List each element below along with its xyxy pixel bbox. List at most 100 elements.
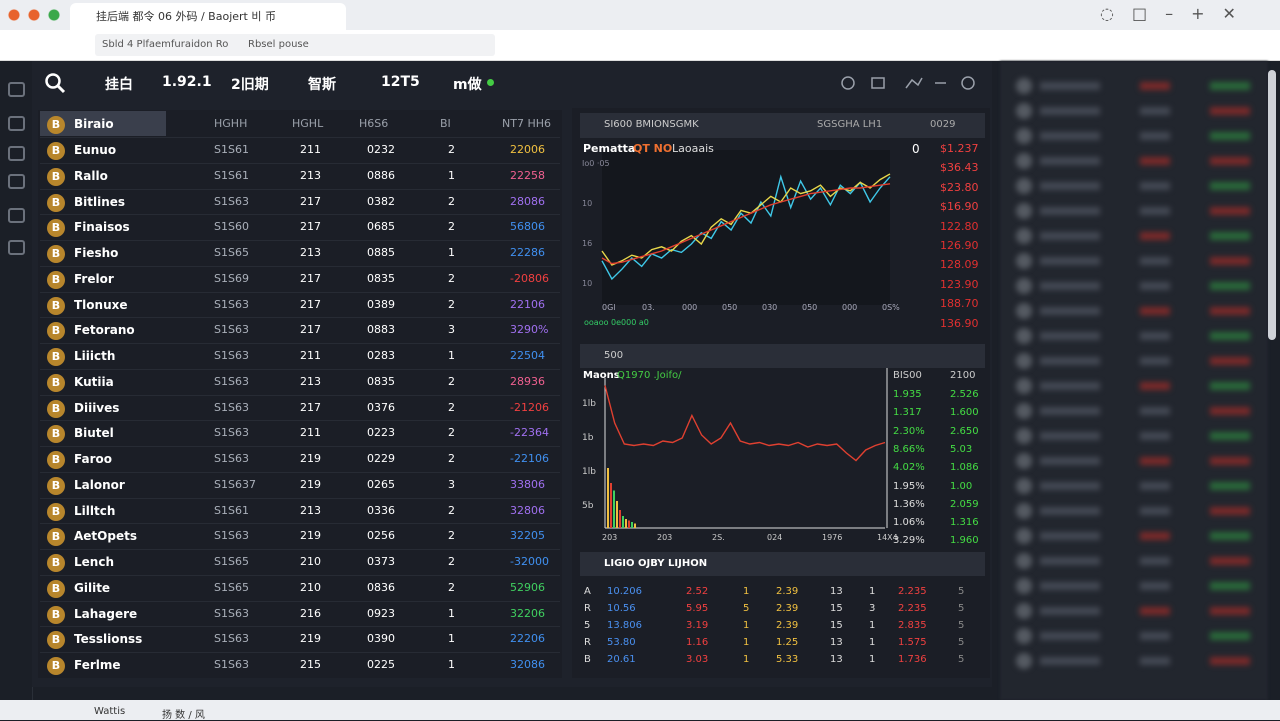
blur-change [1210, 532, 1250, 540]
price: 128.09 [940, 258, 979, 272]
cell: 0835 [367, 374, 395, 388]
coin-name[interactable]: Tlonuxe [74, 297, 128, 312]
chart1-header [580, 113, 985, 138]
coin-name[interactable]: Lalonor [74, 477, 125, 492]
toolbar-item[interactable]: 挂白 [105, 77, 133, 93]
coin-name[interactable]: Faroo [74, 452, 112, 466]
cell: -22364 [510, 426, 549, 440]
cell: 213 [300, 503, 321, 517]
coin-name[interactable]: Diiives [74, 400, 120, 415]
coin-name[interactable]: Lahagere [74, 606, 138, 621]
blur-change [1210, 157, 1250, 165]
coin-name[interactable]: Fiesho [74, 246, 119, 260]
address-field[interactable] [95, 34, 495, 56]
coin-name[interactable]: Ferlme [74, 658, 121, 672]
order-cell: 5 [958, 603, 965, 614]
blur-value [1140, 282, 1170, 290]
coin-name[interactable]: Liiicth [74, 349, 116, 363]
order-cell: 2.39 [776, 586, 799, 597]
coin-name[interactable]: Finaisos [74, 220, 130, 235]
toolbar-item[interactable]: 智斯 [308, 77, 336, 93]
order-cell: 1 [743, 654, 750, 665]
x-axis-label: 0S% [882, 303, 900, 312]
blur-text [1040, 132, 1100, 140]
order-cell: 5 [584, 620, 591, 631]
blur-text [1040, 382, 1100, 390]
coin-name[interactable]: Frelor [74, 271, 114, 286]
orders-title: LIGIO OJBY LIJHON [604, 558, 708, 569]
cell: 2 [448, 374, 455, 388]
x-axis-label: 14X4 [877, 533, 898, 542]
list-cell: 1.935 [893, 389, 922, 400]
cell: 217 [300, 271, 321, 285]
order-cell: 2.39 [776, 620, 799, 631]
cell: 0382 [367, 194, 395, 208]
coin-name[interactable]: Fetorano [74, 323, 135, 338]
toolbar-item[interactable]: m做 [453, 77, 482, 93]
coin-icon: B [47, 322, 65, 341]
blur-text [1040, 482, 1100, 490]
coin-name[interactable]: Bitlines [74, 194, 126, 209]
sidebar-icon[interactable] [8, 240, 25, 255]
coin-name[interactable]: Lench [74, 555, 114, 569]
toolbar-icons[interactable] [840, 74, 980, 94]
blur-change [1210, 557, 1250, 565]
blur-icon [1016, 203, 1032, 219]
list-cell: 4.02% [893, 462, 925, 474]
list-cell: 2.526 [950, 389, 979, 400]
coin-icon: B [47, 579, 65, 598]
orders-header [580, 552, 985, 576]
price: 136.90 [940, 316, 979, 330]
coin-name[interactable]: Tesslionss [74, 632, 143, 647]
blur-change [1210, 657, 1250, 665]
chart-title-accent: Q1970 .Joifo/ [617, 370, 682, 381]
cell: S1S637 [214, 477, 256, 491]
coin-name[interactable]: Rallo [74, 168, 108, 183]
order-cell: 2.52 [686, 586, 709, 597]
toolbar-item[interactable]: 12T5 [381, 74, 420, 90]
blur-icon [1016, 128, 1032, 144]
search-icon[interactable] [44, 72, 66, 94]
order-cell: 1 [869, 654, 876, 665]
chart-header-right: SGSGHA LH1 [817, 119, 883, 130]
list-header: BIS00 [893, 370, 922, 381]
bookmark[interactable]: Rbsel pouse [248, 39, 309, 50]
blur-change [1210, 632, 1250, 640]
sidebar-icon[interactable] [8, 82, 25, 97]
coin-name[interactable]: AetOpets [74, 529, 137, 544]
cell: 2 [448, 220, 455, 234]
blur-value [1140, 307, 1170, 315]
toolbar-item[interactable]: 1.92.1 [162, 74, 212, 90]
taskbar-item[interactable]: 扬 数 / 风 [162, 710, 205, 721]
coin-name[interactable]: Eunuo [74, 143, 117, 157]
chart-title: Maons [583, 370, 620, 381]
sidebar-icon[interactable] [8, 174, 25, 189]
scrollbar [1268, 70, 1276, 340]
coin-name[interactable]: Gilite [74, 580, 111, 595]
list-cell: 1.960 [950, 535, 979, 547]
volume-bar [607, 468, 609, 528]
cell: S1S61 [214, 168, 249, 182]
coin-icon: B [47, 270, 65, 289]
cell: 0283 [367, 349, 395, 362]
sidebar-icon[interactable] [8, 116, 25, 131]
coin-name[interactable]: Kutiia [74, 374, 114, 389]
blur-text [1040, 407, 1100, 415]
x-axis-label: 203 [657, 533, 672, 542]
blur-icon [1016, 603, 1032, 619]
cell: 2 [448, 400, 455, 414]
toolbar-item[interactable]: 2旧期 [231, 77, 269, 93]
sidebar-icon[interactable] [8, 208, 25, 223]
active-tab[interactable] [70, 3, 346, 30]
taskbar-item[interactable]: Wattis [94, 706, 126, 717]
cell: 2 [448, 555, 455, 568]
cell: S1S63 [214, 606, 249, 620]
sidebar-icon[interactable] [8, 146, 25, 161]
blur-change [1210, 607, 1250, 615]
cell: 211 [300, 426, 321, 440]
blur-icon [1016, 478, 1032, 494]
cell: 1 [448, 658, 455, 671]
blur-value [1140, 507, 1170, 515]
coin-name[interactable]: Biutel [74, 426, 114, 441]
coin-name[interactable]: Lilltch [74, 503, 116, 518]
